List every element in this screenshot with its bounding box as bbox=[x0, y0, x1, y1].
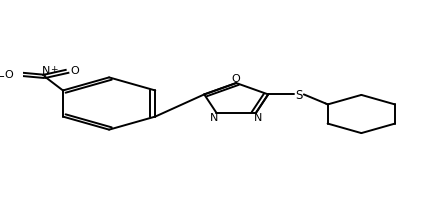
Text: −: − bbox=[0, 71, 5, 81]
Text: S: S bbox=[295, 88, 303, 101]
Text: N: N bbox=[210, 113, 219, 123]
Text: +: + bbox=[50, 65, 57, 74]
Text: O: O bbox=[232, 74, 241, 84]
Text: N: N bbox=[254, 113, 262, 123]
Text: O: O bbox=[4, 70, 13, 80]
Text: N: N bbox=[42, 66, 51, 76]
Text: O: O bbox=[70, 66, 79, 76]
